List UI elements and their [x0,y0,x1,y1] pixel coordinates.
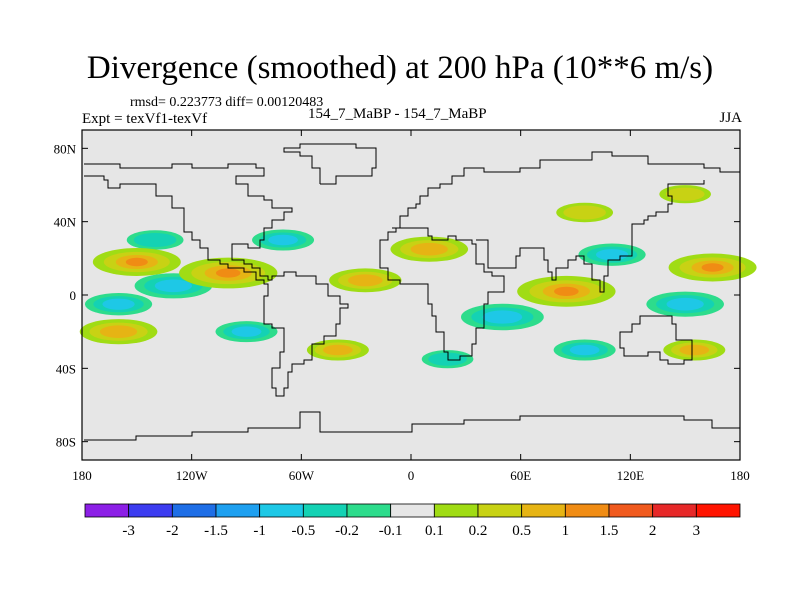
colorbar-swatch [171,503,217,518]
colorbar-label: 0.5 [512,523,531,539]
y-tick-label: 0 [70,288,77,303]
field-cell-core [323,344,353,356]
coastline [283,143,377,185]
coastline [392,151,741,229]
colorbar-label: 0.2 [469,523,488,539]
field-cell-peak [701,263,724,272]
colorbar-swatch [302,503,348,518]
colorbar-label: 2 [649,523,657,539]
coastline [476,180,705,293]
field-cell-peak [215,268,241,278]
field-cell-core [99,325,138,338]
field-cell-peak [554,286,579,296]
field-cell-mid [133,232,177,248]
x-tick-label: 120E [617,468,645,483]
y-tick-label: 40S [56,361,76,376]
field-cell-core [347,274,383,287]
colorbar: -3 -2 -1.5 -1 -0.5 -0.2 -0.1 0.1 0.2 0.5 1 1.5 2 3 [84,503,741,539]
colorbar-label: -1.5 [204,523,228,539]
field-cell-core [679,344,710,356]
x-tick-label: 180 [72,468,92,483]
colorbar-label: -0.5 [291,523,315,539]
colorbar-label: 1.5 [600,523,619,539]
x-tick-label: 180 [730,468,750,483]
field-cell-mid [665,187,705,201]
y-tick-label: 40N [54,215,77,230]
colorbar-swatch [390,503,435,518]
field-cell-core [666,297,704,311]
colorbar-label: 0.1 [425,523,444,539]
field-cell-core [482,310,523,324]
case-names: 154_7_MaBP - 154_7_MaBP [308,106,487,122]
field-cell-core [154,279,193,293]
field-cell-peak [125,257,148,267]
coastline [84,163,349,397]
colorbar-swatch [84,503,130,518]
coastline [379,227,505,361]
colorbar-swatch [652,503,697,518]
y-tick-label: 80S [56,435,76,450]
colorbar-swatch [433,503,479,518]
colorbar-swatch [695,503,741,518]
x-tick-label: 0 [408,468,415,483]
colorbar-label: -0.1 [379,523,403,539]
x-tick-label: 120W [176,468,209,483]
field-cell-core [268,234,298,246]
coastline [84,411,741,441]
colorbar-label: -2 [166,523,179,539]
colorbar-swatch [215,503,261,518]
colorbar-swatch [608,503,654,518]
chart-title: Divergence (smoothed) at 200 hPa (10**6 … [86,50,714,86]
colorbar-swatch [521,503,566,518]
experiment-label: Expt = texVf1-texVf [82,111,208,127]
colorbar-swatch [128,503,173,518]
colorbar-swatch [564,503,610,518]
coastlines [84,143,741,441]
field-cell-core [410,242,448,256]
field-cell-core [231,326,262,337]
x-tick-label: 60E [510,468,531,483]
coastline [619,315,693,365]
colorbar-label: 1 [562,523,570,539]
field-cell-core [595,249,629,261]
field-cell-mid [563,205,606,220]
colorbar-swatch [346,503,392,518]
colorbar-label: -3 [122,523,135,539]
x-tick-label: 60W [289,468,315,483]
stats-text: rmsd= 0.223773 diff= 0.00120483 [130,95,324,110]
colorbar-label: -1 [253,523,266,539]
field-cell-core [102,298,135,310]
colorbar-swatch [477,503,523,518]
y-tick-label: 80N [54,141,77,156]
field-layer [79,185,757,369]
season-label: JJA [719,110,742,126]
colorbar-label: 3 [693,523,701,539]
colorbar-swatch [259,503,304,518]
colorbar-label: -0.2 [335,523,359,539]
field-cell-core [569,344,600,356]
